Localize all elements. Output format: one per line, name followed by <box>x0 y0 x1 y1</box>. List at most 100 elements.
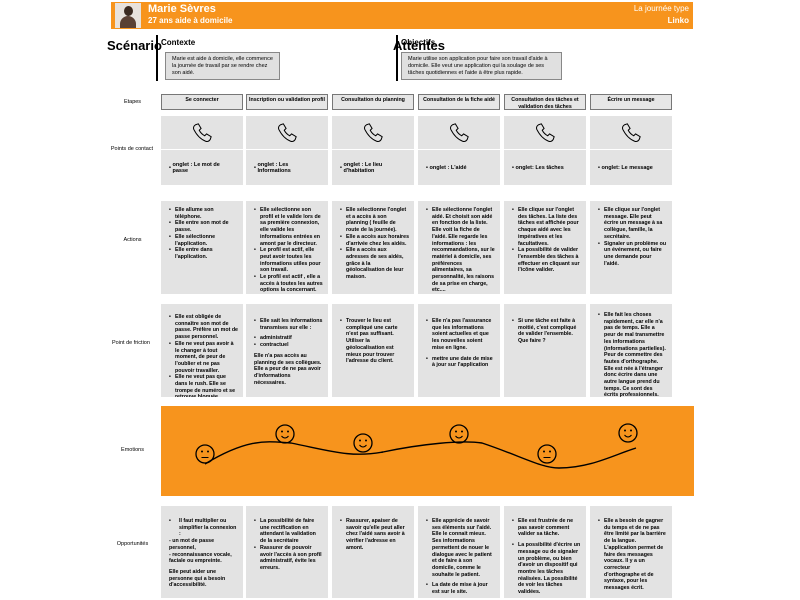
friction-item: Elle n'a pas l'assurance que les informa… <box>426 318 495 352</box>
action-item: Elle sélectionne l'onglet aidé. Et chois… <box>426 207 495 294</box>
action-item: Elle allume son téléphone. <box>169 207 238 220</box>
contact-icon-cell <box>332 116 414 149</box>
row-label-opportunites: Opportunités <box>116 541 149 547</box>
actions-cell: Elle sélectionne l'onglet et a accès à s… <box>332 201 414 294</box>
friction-item: contractuel <box>254 342 323 349</box>
friction-cell: Elle n'a pas l'assurance que les informa… <box>418 304 500 397</box>
happy-face-icon <box>275 424 295 444</box>
friction-item: Elle sait les informations transmises su… <box>254 318 323 331</box>
scenario-context-box: Marie est aide à domicile, elle commence… <box>165 52 280 80</box>
happy-face-icon <box>449 424 469 444</box>
contact-cell: • onglet: Les tâches <box>504 150 586 185</box>
opportunity-text: - un mot de passe personnel, <box>169 538 215 551</box>
emotion-curve <box>195 423 638 469</box>
contact-text: onglet : L'aidé <box>429 164 467 171</box>
scenario-subtitle: Contexte <box>161 38 196 47</box>
contact-icon-cell <box>161 116 243 149</box>
action-item: Elle sélectionne l'application. <box>169 234 238 247</box>
action-item: Elle a accès aux adresses de ses aidés, … <box>340 247 409 281</box>
contact-icon-cell <box>504 116 586 149</box>
row-label-friction: Point de friction <box>112 340 150 346</box>
scenario-divider <box>156 35 158 81</box>
opportunity-text: - reconnaissance vocale, faciale ou empr… <box>169 551 232 565</box>
friction-item: mettre une date de mise à jour sur l'app… <box>426 356 495 369</box>
opportunities-cell: Il faut multiplier ou simplifier la conn… <box>161 506 243 598</box>
phone-icon <box>364 122 383 142</box>
contact-cell: • onglet : Le mot de passe <box>161 150 243 185</box>
friction-item: Elle est obligée de connaître son mot de… <box>169 314 238 341</box>
contact-cell: • onglet: Le message <box>590 150 672 185</box>
friction-item: administratif <box>254 335 323 342</box>
contact-icon-cell <box>246 116 328 149</box>
actions-cell: Elle clique sur l'onglet des tâches. La … <box>504 201 586 294</box>
contact-icon-cell <box>418 116 500 149</box>
opportunities-cell: Rassurer, apaiser de savoir qu'elle peut… <box>332 506 414 598</box>
action-item: Elle sélectionne son profil et le valide… <box>254 207 323 247</box>
journey-title: La journée type <box>633 4 689 13</box>
friction-item: Elle ne veut pas avoir à le changer à to… <box>169 341 238 375</box>
attentes-subtitle: Objectifs <box>401 38 436 47</box>
actions-cell: Elle sélectionne son profil et le valide… <box>246 201 328 294</box>
friction-cell: Elle sait les informations transmises su… <box>246 304 328 397</box>
step-header: Consultation de la fiche aidé <box>418 94 500 110</box>
opportunity-item: La possibilité de faire une rectificatio… <box>254 518 323 545</box>
persona-subtitle: 27 ans aide à domicile <box>148 16 233 25</box>
friction-cell: Si une tâche est faite à moitié, c'est c… <box>504 304 586 397</box>
action-item: Le profil est actif , elle a accès à tou… <box>254 274 323 294</box>
step-header: Consultation du planning <box>332 94 414 110</box>
contact-text: onglet : Le mot de passe <box>172 161 220 174</box>
opportunity-item: Elle est frustrée de ne pas savoir comme… <box>512 518 581 538</box>
persona-header: Marie Sèvres 27 ans aide à domicile La j… <box>111 2 693 29</box>
action-item: Elle clique sur l'onglet message. Elle p… <box>598 207 667 241</box>
avatar <box>115 3 141 28</box>
opportunities-cell: Elle apprécie de savoir ses éléments sur… <box>418 506 500 598</box>
row-label-points: Points de contact <box>110 146 154 152</box>
attentes-title: Attentes <box>393 38 446 53</box>
step-header: Consultation des tâches et validation de… <box>504 94 586 110</box>
friction-note: Elle n'a pas accès au planning de ses co… <box>254 352 322 386</box>
brand-name: Linko <box>667 16 689 25</box>
friction-item: Trouver le lieu est compliqué une carte … <box>340 318 409 365</box>
opportunity-item: Rassurer, apaiser de savoir qu'elle peut… <box>340 518 409 552</box>
step-header: Inscription ou validation profil <box>246 94 328 110</box>
contact-text: onglet : Le lieu d'habitation <box>343 161 383 174</box>
persona-name: Marie Sèvres <box>148 3 216 15</box>
action-item: Elle sélectionne l'onglet et a accès à s… <box>340 207 409 234</box>
contact-text: onglet: Le message <box>601 164 653 171</box>
actions-cell: Elle allume son téléphone.Elle entre son… <box>161 201 243 294</box>
happy-face-icon <box>353 433 373 453</box>
step-header: Écrire un message <box>590 94 672 110</box>
contact-text: onglet: Les tâches <box>515 164 564 171</box>
phone-icon <box>278 122 297 142</box>
row-label-emotions: Emotions <box>121 447 144 453</box>
phone-icon <box>193 122 212 142</box>
contact-cell: • onglet : L'aidé <box>418 150 500 185</box>
attentes-divider <box>396 35 398 81</box>
scenario-title: Scénario <box>107 38 162 53</box>
opportunity-item: La date de mise à jour est sur le site. <box>426 582 495 595</box>
neutral-face-icon <box>537 444 557 464</box>
contact-cell: • onglet : Le lieu d'habitation <box>332 150 414 185</box>
opportunity-item: Rassurer de pouvoir avoir l'accès à son … <box>254 545 323 572</box>
neutral-face-icon <box>195 444 215 464</box>
row-label-actions: Actions <box>123 237 142 243</box>
action-item: Signaler un problème ou un événement, ou… <box>598 241 667 268</box>
contact-text: onglet : Les Informations <box>257 161 291 174</box>
opportunity-item: Elle a besoin de gagner du temps et de n… <box>598 518 667 592</box>
attentes-objectives-box: Marie utilise son application pour faire… <box>401 52 562 80</box>
friction-item: Si une tâche est faite à moitié, c'est c… <box>512 318 581 345</box>
step-header: Se connecter <box>161 94 243 110</box>
action-item: Elle clique sur l'onglet des tâches. La … <box>512 207 581 247</box>
row-label-etapes: Etapes <box>123 99 142 105</box>
happy-face-icon <box>618 423 638 443</box>
action-item: Elle entre dans l'application. <box>169 247 238 260</box>
opportunity-item: Il faut multiplier ou simplifier la conn… <box>169 518 238 538</box>
actions-cell: Elle clique sur l'onglet message. Elle p… <box>590 201 672 294</box>
friction-item: Elle ne veut pas que dans le rush. Elle … <box>169 374 238 397</box>
phone-icon <box>536 122 555 142</box>
emotions-curve-panel <box>161 406 694 496</box>
opportunity-item: La possibilité d'écrire un message ou de… <box>512 542 581 596</box>
opportunities-cell: Elle a besoin de gagner du temps et de n… <box>590 506 672 598</box>
opportunities-cell: Elle est frustrée de ne pas savoir comme… <box>504 506 586 598</box>
opportunity-note: Elle peut aider une personne qui a besoi… <box>169 568 226 589</box>
